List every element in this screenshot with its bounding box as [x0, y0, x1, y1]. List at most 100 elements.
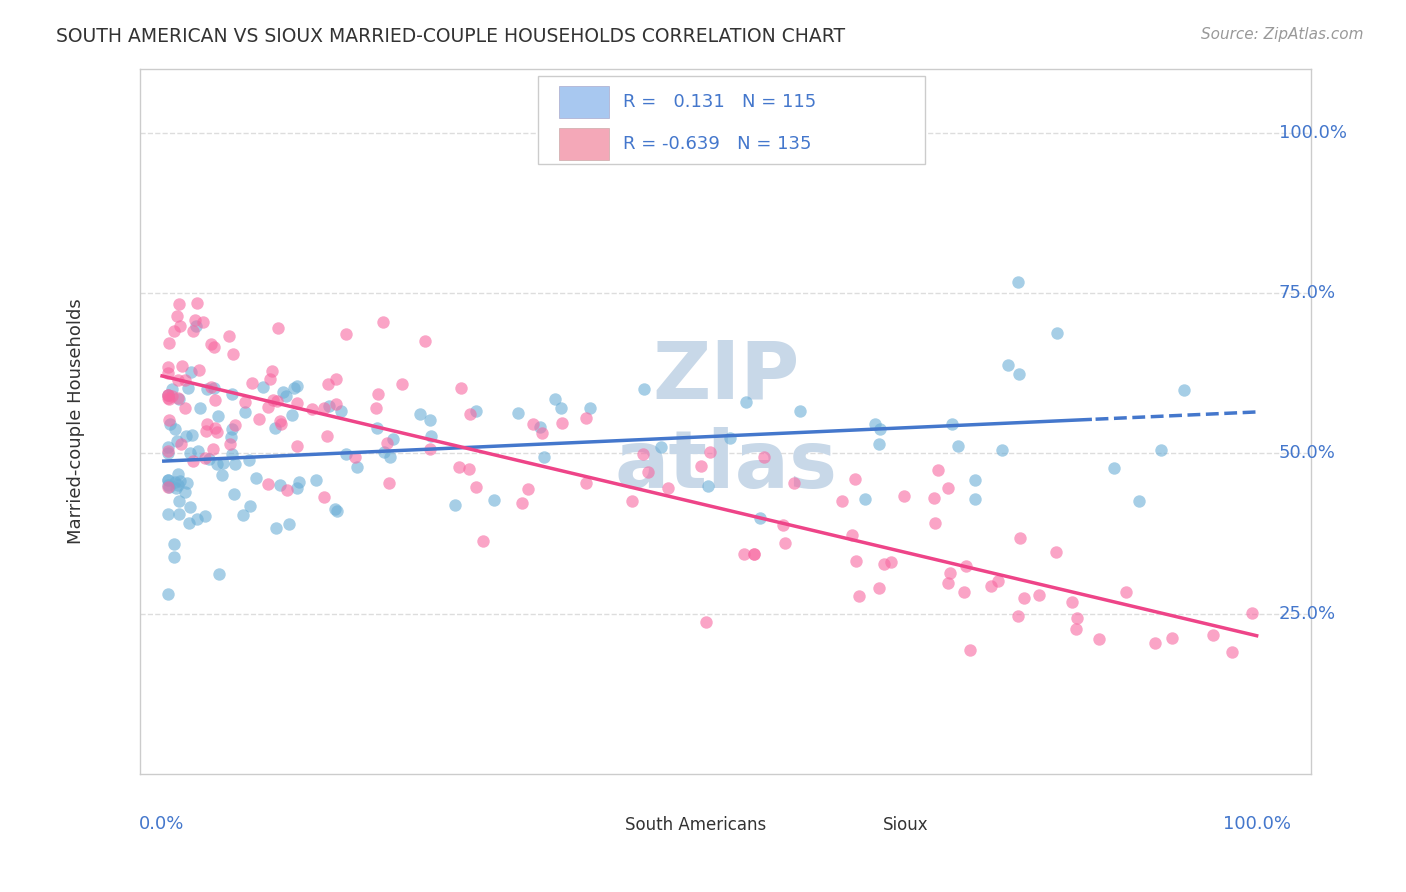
Point — [197, 451, 219, 466]
Point — [301, 402, 323, 417]
Point — [156, 366, 179, 380]
Point — [346, 459, 368, 474]
Point — [1066, 611, 1088, 625]
Point — [266, 393, 288, 408]
Point — [457, 461, 479, 475]
Point — [789, 403, 811, 417]
Point — [314, 401, 336, 415]
Point — [482, 492, 505, 507]
Point — [987, 574, 1010, 588]
Point — [533, 450, 555, 465]
Point — [868, 437, 890, 451]
Point — [245, 471, 267, 485]
Point — [865, 417, 887, 432]
Point — [375, 436, 398, 450]
Point — [156, 478, 179, 492]
Point — [1149, 442, 1171, 457]
Point — [156, 473, 179, 487]
Point — [1240, 606, 1263, 620]
Point — [266, 321, 288, 335]
Point — [285, 482, 308, 496]
Text: Married-couple Households: Married-couple Households — [66, 298, 84, 544]
Point — [544, 392, 567, 406]
Text: SOUTH AMERICAN VS SIOUX MARRIED-COUPLE HOUSEHOLDS CORRELATION CHART: SOUTH AMERICAN VS SIOUX MARRIED-COUPLE H… — [56, 27, 845, 45]
Point — [221, 386, 243, 401]
Point — [166, 392, 188, 406]
Point — [269, 414, 291, 428]
Point — [157, 413, 180, 427]
Point — [163, 324, 186, 338]
Point — [734, 394, 756, 409]
Point — [1104, 461, 1126, 475]
Point — [551, 416, 574, 430]
Point — [157, 392, 180, 406]
Point — [233, 405, 256, 419]
Point — [200, 336, 222, 351]
Point — [180, 365, 202, 379]
Point — [160, 382, 183, 396]
Point — [689, 459, 711, 474]
Point — [326, 504, 349, 518]
Bar — [574, 816, 612, 833]
Point — [177, 381, 200, 395]
Point — [1160, 632, 1182, 646]
Point — [174, 485, 197, 500]
Text: 100.0%: 100.0% — [1223, 815, 1291, 833]
Point — [472, 534, 495, 549]
Point — [367, 387, 389, 401]
Point — [259, 372, 281, 386]
Point — [219, 430, 242, 444]
Point — [162, 549, 184, 564]
Point — [848, 589, 870, 603]
Point — [181, 427, 204, 442]
Point — [269, 477, 291, 491]
Point — [550, 401, 572, 415]
Text: Source: ZipAtlas.com: Source: ZipAtlas.com — [1201, 27, 1364, 42]
Point — [529, 420, 551, 434]
Point — [156, 391, 179, 405]
Point — [965, 473, 987, 487]
Point — [506, 406, 529, 420]
Point — [330, 404, 353, 418]
Point — [578, 401, 600, 416]
Point — [980, 579, 1002, 593]
Point — [224, 457, 246, 471]
Point — [166, 478, 188, 492]
Point — [335, 326, 357, 341]
Point — [285, 396, 308, 410]
Point — [177, 516, 200, 531]
Point — [955, 558, 977, 573]
Point — [377, 475, 399, 490]
Point — [156, 443, 179, 458]
Point — [186, 512, 208, 526]
Point — [450, 381, 472, 395]
Point — [939, 566, 962, 581]
Point — [166, 373, 188, 387]
Point — [364, 401, 387, 415]
Point — [699, 444, 721, 458]
Point — [948, 440, 970, 454]
Point — [166, 310, 188, 324]
Point — [176, 475, 198, 490]
Point — [522, 417, 544, 431]
Point — [419, 413, 441, 427]
Point — [156, 480, 179, 494]
Point — [165, 422, 187, 436]
Point — [718, 431, 741, 445]
Point — [179, 446, 201, 460]
Point — [335, 447, 357, 461]
Point — [157, 336, 180, 351]
Point — [657, 481, 679, 495]
Point — [1128, 493, 1150, 508]
Point — [1062, 594, 1084, 608]
Point — [195, 382, 218, 396]
Point — [325, 372, 347, 386]
Point — [221, 447, 243, 461]
Point — [163, 537, 186, 551]
Point — [194, 450, 217, 465]
Point — [1220, 645, 1243, 659]
Point — [156, 446, 179, 460]
Point — [162, 389, 184, 403]
FancyBboxPatch shape — [538, 76, 925, 164]
Point — [880, 555, 903, 569]
